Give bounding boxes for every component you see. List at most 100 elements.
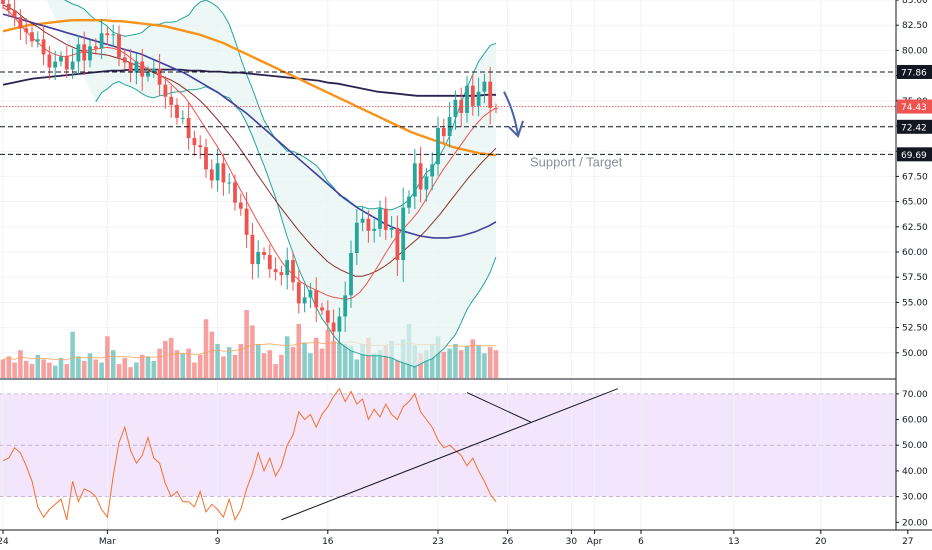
price-axis-bg xyxy=(896,0,932,550)
ma-long-line xyxy=(2,68,496,97)
candle-body-19 xyxy=(111,34,116,36)
candle-body-14 xyxy=(82,44,87,61)
candle-body-64 xyxy=(372,228,377,231)
volume-bar-46 xyxy=(267,350,273,378)
volume-bar-2 xyxy=(12,362,17,378)
candle-body-45 xyxy=(262,252,266,256)
volume-bar-75 xyxy=(435,336,441,378)
candle-body-62 xyxy=(360,218,365,223)
volume-bar-58 xyxy=(337,342,342,378)
candle-body-15 xyxy=(88,46,92,61)
candle-body-8 xyxy=(47,54,52,68)
time-tick-label-2: 9 xyxy=(215,537,221,547)
volume-bar-80 xyxy=(464,345,470,378)
volume-bar-31 xyxy=(180,353,186,378)
volume-bar-47 xyxy=(273,364,278,378)
volume-bar-51 xyxy=(296,323,302,378)
price-tick-label-12: 80.00 xyxy=(902,46,928,56)
candle-body-49 xyxy=(285,260,290,276)
volume-bar-3 xyxy=(18,350,23,378)
candle-body-21 xyxy=(122,57,127,63)
candle-body-37 xyxy=(215,163,220,181)
candle-body-29 xyxy=(169,96,174,105)
candle-body-5 xyxy=(30,32,34,42)
volume-bar-45 xyxy=(261,353,267,378)
candle-body-71 xyxy=(412,163,417,197)
volume-bar-7 xyxy=(41,359,46,378)
volume-bar-26 xyxy=(151,361,157,378)
volume-bar-60 xyxy=(348,345,354,378)
time-tick-label-6: 30 xyxy=(566,537,578,547)
volume-bar-17 xyxy=(99,362,104,378)
arrow-shaft xyxy=(503,91,519,136)
time-tick-label-3: 16 xyxy=(322,537,334,547)
volume-bar-30 xyxy=(174,350,180,378)
candle-body-57 xyxy=(331,322,336,332)
price-tick-label-14: 85.00 xyxy=(902,0,928,6)
candle-body-76 xyxy=(441,128,446,137)
candle-body-63 xyxy=(366,218,371,231)
volume-bar-68 xyxy=(395,359,400,378)
candle-body-39 xyxy=(227,182,232,184)
candle-body-56 xyxy=(325,310,330,323)
rsi-guides xyxy=(0,393,896,498)
candle-body-11 xyxy=(64,56,69,70)
price-badge-2 xyxy=(897,119,932,134)
volume-bar-23 xyxy=(134,362,139,378)
candle-body-46 xyxy=(267,255,272,270)
rsi-resistance-trendline xyxy=(466,392,532,423)
candle-body-68 xyxy=(395,227,400,261)
volume-bar-36 xyxy=(209,331,215,378)
candle-body-61 xyxy=(354,222,359,254)
candle-body-84 xyxy=(488,81,493,108)
rsi-line xyxy=(2,387,497,521)
candle-body-25 xyxy=(146,71,150,77)
volume-bar-82 xyxy=(476,345,481,378)
candle-body-16 xyxy=(93,46,98,49)
candle-body-74 xyxy=(430,164,435,177)
price-tick-label-2: 55.00 xyxy=(902,298,928,308)
volume-bar-77 xyxy=(447,348,452,378)
candles[interactable] xyxy=(1,0,498,345)
volume-bar-44 xyxy=(255,344,261,378)
candle-body-38 xyxy=(221,163,226,183)
volume-bar-35 xyxy=(203,319,209,378)
candle-body-12 xyxy=(70,61,75,70)
candle-body-33 xyxy=(192,138,197,146)
volume-bar-25 xyxy=(145,356,151,378)
rsi-tick-label-4: 60.00 xyxy=(902,416,928,426)
time-axis-ticks: 24 Mar 9 16 23 26 30 Apr 6 13 20 27 xyxy=(0,530,914,547)
price-tick-label-4: 60.00 xyxy=(902,248,928,258)
volume-bar-27 xyxy=(157,348,162,378)
candle-body-79 xyxy=(459,99,464,113)
price-badge-label-0: 77.86 xyxy=(901,68,927,78)
volume-bar-28 xyxy=(163,340,168,378)
price-tick-label-3: 57.50 xyxy=(902,273,928,283)
volume-bar-38 xyxy=(221,356,226,378)
candle-body-22 xyxy=(128,62,133,73)
support-target-annotation: Support / Target xyxy=(530,154,623,169)
volume-bar-9 xyxy=(52,365,58,378)
volume-bar-4 xyxy=(23,361,29,378)
candle-body-0 xyxy=(1,0,5,5)
price-tick-label-1: 52.50 xyxy=(902,324,928,334)
volume-bar-24 xyxy=(139,354,145,378)
volume-bar-63 xyxy=(366,337,371,378)
candle-body-6 xyxy=(35,39,40,42)
candle-body-52 xyxy=(302,297,307,304)
candle-body-17 xyxy=(99,33,104,49)
candle-body-75 xyxy=(436,128,440,165)
rsi-tick-label-0: 20.00 xyxy=(902,518,928,528)
time-tick-label-0: 24 xyxy=(0,537,9,547)
candle-body-59 xyxy=(343,295,348,317)
volume-bar-29 xyxy=(168,337,174,378)
volume-bar-66 xyxy=(383,345,389,378)
volume-bar-65 xyxy=(377,350,383,378)
candle-body-42 xyxy=(244,208,249,235)
candle-body-7 xyxy=(41,39,46,55)
time-tick-label-7: Apr xyxy=(587,537,603,547)
price-tick-label-7: 67.50 xyxy=(902,172,928,182)
volume-bar-41 xyxy=(238,344,244,378)
time-tick-label-4: 23 xyxy=(432,537,443,547)
